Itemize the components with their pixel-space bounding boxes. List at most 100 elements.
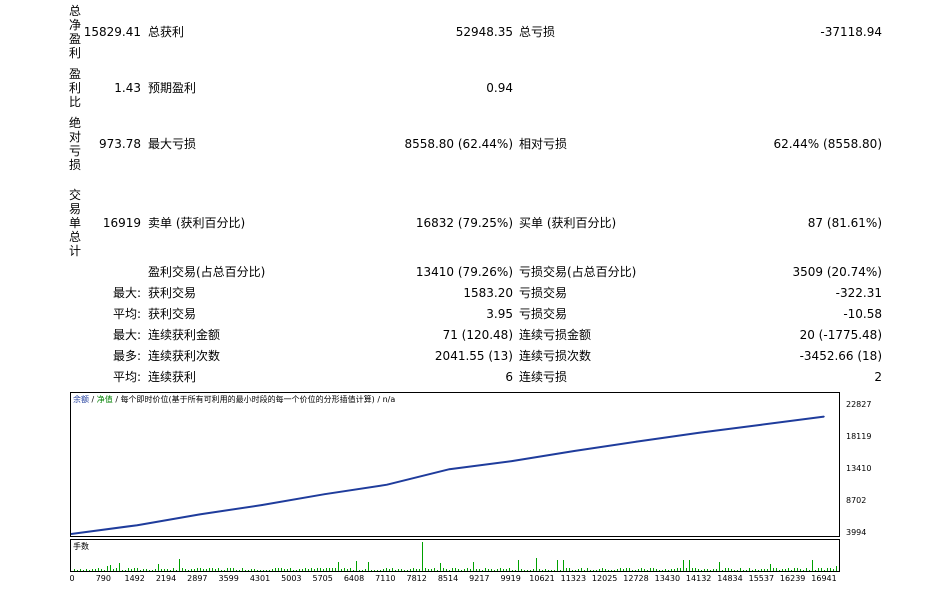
- total-trades-value: 16919: [102, 216, 141, 230]
- lot-bar: [638, 569, 639, 571]
- lot-bar: [641, 568, 642, 571]
- balance-chart-plot: [71, 415, 825, 535]
- x-tick-label: 12728: [623, 574, 649, 583]
- net-profit-label: 总净盈利: [68, 4, 81, 60]
- lot-bar: [404, 570, 405, 571]
- lot-bar: [800, 569, 801, 571]
- lot-bar: [212, 568, 213, 571]
- lot-bar: [521, 569, 522, 571]
- lots-plot: [74, 542, 837, 571]
- right-label: 连续亏损: [519, 370, 568, 384]
- balance-point: [323, 493, 326, 495]
- balance-point: [386, 483, 388, 486]
- lot-bar: [809, 570, 810, 571]
- lot-bar: [443, 568, 444, 571]
- short-positions-label: 卖单 (获利百分比): [148, 216, 246, 230]
- lot-bar: [764, 569, 765, 571]
- lot-bar: [149, 570, 150, 571]
- lot-bar: [680, 568, 681, 571]
- lot-bar: [752, 570, 753, 571]
- x-tick-label: 2897: [187, 574, 208, 583]
- lot-bar: [755, 569, 756, 571]
- lot-bar: [248, 570, 249, 571]
- x-tick-label: 15537: [748, 574, 775, 583]
- lot-bar: [587, 568, 588, 571]
- lot-bar: [146, 569, 147, 571]
- x-tick-label: 14132: [685, 574, 712, 583]
- lot-bar: [836, 566, 837, 571]
- lot-bar: [671, 569, 672, 571]
- lot-bar: [677, 568, 678, 571]
- lot-bar: [329, 568, 330, 571]
- y-tick-label: 8702: [846, 496, 867, 505]
- lot-bar: [644, 569, 645, 571]
- expected-payoff-label: 预期盈利: [148, 81, 197, 95]
- expected-payoff-value: 0.94: [486, 81, 513, 95]
- lot-bar: [158, 564, 159, 571]
- lot-bar: [758, 570, 759, 571]
- lot-bar: [728, 568, 729, 571]
- lot-bar: [278, 568, 279, 571]
- lot-bar: [446, 569, 447, 571]
- lot-bar: [605, 569, 606, 571]
- lot-bar: [725, 568, 726, 571]
- lot-bar: [614, 570, 615, 571]
- lot-bar: [236, 570, 237, 571]
- lot-bar: [608, 570, 609, 571]
- balance-chart: 余额 / 净值 / 每个即时价位(基于所有可利用的最小时段的每一个价位的分形插值…: [70, 392, 840, 537]
- lot-bar: [332, 568, 333, 571]
- lot-bar: [689, 560, 690, 571]
- lot-bar: [314, 569, 315, 571]
- lot-bar: [74, 569, 75, 571]
- lot-bar: [683, 560, 684, 571]
- lot-bar: [656, 569, 657, 571]
- left-value: 1583.20: [463, 286, 513, 300]
- lot-bar: [131, 569, 132, 571]
- lot-bar: [206, 569, 207, 571]
- lot-bar: [191, 569, 192, 571]
- x-tick-label: 790: [95, 574, 111, 583]
- lot-bar: [818, 568, 819, 571]
- lot-bar: [833, 569, 834, 571]
- lot-bar: [128, 568, 129, 571]
- lot-bar: [134, 568, 135, 571]
- lot-bar: [467, 568, 468, 571]
- lot-bar: [137, 568, 138, 571]
- lot-bar: [500, 568, 501, 571]
- lot-bar: [275, 568, 276, 571]
- lot-bar: [812, 560, 813, 571]
- lot-bar: [545, 569, 546, 571]
- lot-bar: [743, 570, 744, 571]
- gross-profit-label: 总获利: [148, 25, 185, 39]
- lot-bar: [416, 569, 417, 571]
- lot-bar: [239, 570, 240, 571]
- lot-bar: [506, 569, 507, 571]
- lot-bar: [200, 568, 201, 571]
- balance-point: [511, 460, 513, 462]
- lot-bar: [83, 570, 84, 571]
- lot-bar: [95, 569, 96, 571]
- lot-bar: [89, 570, 90, 571]
- lot-bar: [785, 569, 786, 571]
- lot-bar: [749, 568, 750, 571]
- lot-bar: [119, 563, 120, 571]
- lot-bar: [341, 569, 342, 571]
- y-tick-label: 22827: [846, 400, 872, 409]
- lot-bar: [290, 568, 291, 571]
- lot-bar: [377, 570, 378, 571]
- right-label: 连续亏损金额: [519, 328, 592, 342]
- lot-bar: [371, 570, 372, 571]
- lot-bar: [788, 568, 789, 571]
- lot-bar: [590, 570, 591, 571]
- x-tick-label: 13430: [654, 574, 681, 583]
- left-value: 13410 (79.26%): [415, 265, 513, 279]
- long-positions-label: 买单 (获利百分比): [519, 216, 617, 230]
- lot-bar: [320, 568, 321, 571]
- lot-bar: [383, 569, 384, 571]
- lot-bar: [80, 569, 81, 571]
- lot-bar: [692, 568, 693, 571]
- lot-bar: [647, 570, 648, 571]
- x-tick-label: 6408: [343, 574, 365, 583]
- x-tick-label: 9919: [500, 574, 521, 583]
- row-prefix: 平均:: [112, 307, 141, 321]
